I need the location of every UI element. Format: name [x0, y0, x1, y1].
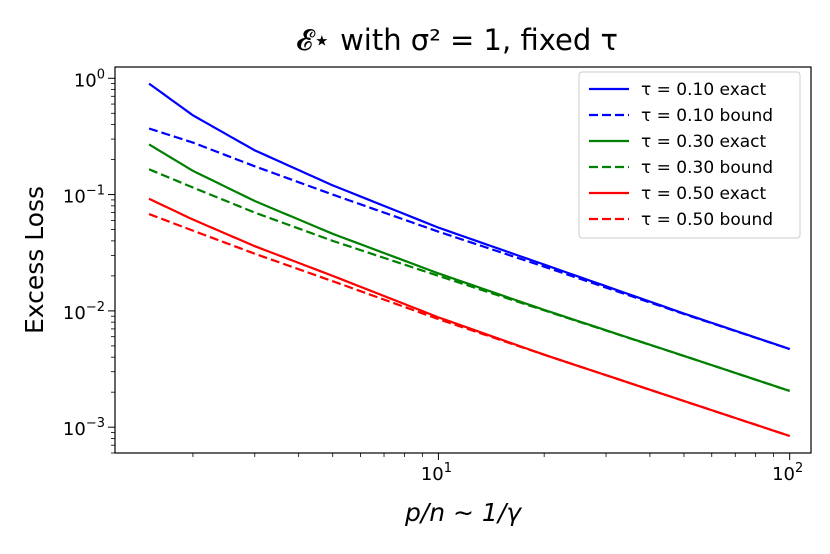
y-tick-label-exponent: −1 [86, 184, 105, 199]
y-tick-label-base: 10 [63, 187, 86, 208]
y-tick-label-base: 10 [63, 419, 86, 440]
legend-label: τ = 0.50 bound [641, 210, 773, 230]
y-tick-label: 10−2 [63, 300, 105, 324]
series-lines [148, 82, 791, 438]
legend-label: τ = 0.10 exact [641, 80, 767, 100]
series-line-5 [148, 197, 791, 438]
plot-area-frame [114, 66, 812, 454]
x-axis-label: p/n ∼ 1/γ [404, 498, 522, 527]
y-tick-label-base: 10 [63, 303, 86, 324]
y-tick-label-exponent: 0 [97, 67, 105, 82]
legend-label: τ = 0.30 bound [641, 158, 773, 178]
x-tick-label-base: 10 [772, 464, 795, 485]
x-tick-label: 101 [421, 461, 452, 485]
y-tick-label-exponent: −2 [86, 300, 105, 315]
legend-box [578, 71, 801, 239]
series-line-3 [148, 143, 791, 392]
legend-label: τ = 0.10 bound [641, 106, 773, 126]
y-axis-label: Excess Loss [20, 186, 49, 334]
y-tick-label: 10−1 [63, 184, 105, 208]
x-tick-label-exponent: 1 [444, 461, 452, 476]
x-tick-label: 102 [772, 461, 803, 485]
legend-label: τ = 0.50 exact [641, 184, 767, 204]
series-line-6 [148, 213, 791, 438]
y-tick-label-base: 10 [74, 70, 97, 91]
series-line-2 [148, 127, 791, 351]
x-tick-label-exponent: 2 [795, 461, 803, 476]
x-tick-label-base: 10 [421, 464, 444, 485]
y-tick-label: 10−3 [63, 416, 105, 440]
x-axis: 101 102 [192, 453, 803, 485]
legend: τ = 0.10 exact τ = 0.10 bound τ = 0.30 exa… [578, 71, 801, 239]
chart-title: 𝓔⋆ with σ² = 1, fixed τ [296, 23, 618, 57]
series-line-4 [148, 168, 791, 392]
y-tick-label: 100 [74, 67, 105, 91]
legend-label: τ = 0.30 exact [641, 132, 767, 152]
y-tick-label-exponent: −3 [86, 416, 105, 431]
